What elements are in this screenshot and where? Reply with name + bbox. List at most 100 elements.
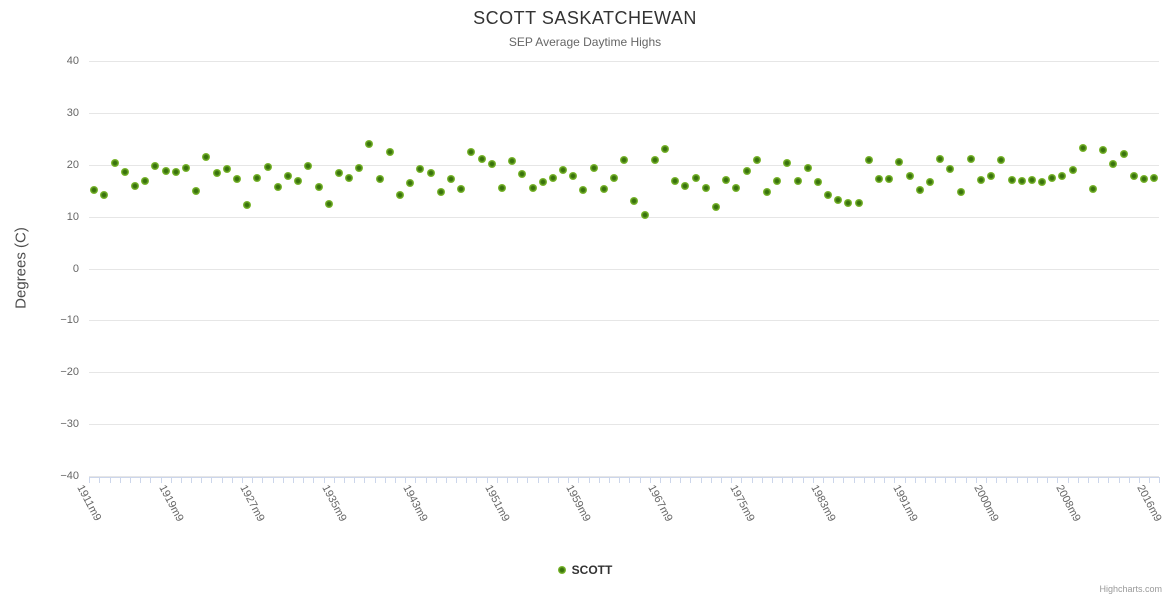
data-point[interactable] [610,173,619,182]
data-point[interactable] [314,183,323,192]
data-point[interactable] [406,178,415,187]
data-point[interactable] [925,178,934,187]
data-point[interactable] [987,172,996,181]
data-point[interactable] [885,175,894,184]
data-point[interactable] [589,163,598,172]
data-point[interactable] [1017,177,1026,186]
data-point[interactable] [345,173,354,182]
data-point[interactable] [559,166,568,175]
data-point[interactable] [141,177,150,186]
data-point[interactable] [1109,160,1118,169]
data-point[interactable] [375,174,384,183]
data-point[interactable] [671,177,680,186]
data-point[interactable] [691,173,700,182]
data-point[interactable] [222,165,231,174]
data-point[interactable] [936,154,945,163]
data-point[interactable] [324,199,333,208]
data-point[interactable] [1038,178,1047,187]
data-point[interactable] [294,176,303,185]
data-point[interactable] [334,169,343,178]
data-point[interactable] [630,196,639,205]
legend-item-scott[interactable]: SCOTT [557,563,612,577]
data-point[interactable] [1129,172,1138,181]
data-point[interactable] [752,156,761,165]
data-point[interactable] [1140,175,1148,184]
data-point[interactable] [722,176,731,185]
data-point[interactable] [487,160,496,169]
data-point[interactable] [446,175,455,184]
data-point[interactable] [875,175,884,184]
data-point[interactable] [518,169,527,178]
data-point[interactable] [946,164,955,173]
data-point[interactable] [232,175,241,184]
data-point[interactable] [538,177,547,186]
data-point[interactable] [477,155,486,164]
data-point[interactable] [844,198,853,207]
data-point[interactable] [416,165,425,174]
data-point[interactable] [304,162,313,171]
data-point[interactable] [599,185,608,194]
data-point[interactable] [915,185,924,194]
data-point[interactable] [131,181,140,190]
data-point[interactable] [436,187,445,196]
data-point[interactable] [773,177,782,186]
data-point[interactable] [253,173,262,182]
data-point[interactable] [1027,176,1036,185]
data-point[interactable] [661,145,670,154]
data-point[interactable] [497,184,506,193]
data-point[interactable] [100,191,109,200]
data-point[interactable] [742,166,751,175]
highcharts-credit[interactable]: Highcharts.com [1099,584,1162,594]
data-point[interactable] [396,191,405,200]
data-point[interactable] [182,164,191,173]
data-point[interactable] [976,176,985,185]
data-point[interactable] [620,155,629,164]
data-point[interactable] [212,169,221,178]
data-point[interactable] [243,201,252,210]
data-point[interactable] [813,178,822,187]
data-point[interactable] [864,156,873,165]
data-point[interactable] [681,181,690,190]
data-point[interactable] [732,184,741,193]
data-point[interactable] [640,210,649,219]
data-point[interactable] [1099,146,1108,155]
data-point[interactable] [1089,185,1098,194]
data-point[interactable] [1150,173,1159,182]
data-point[interactable] [997,156,1006,165]
data-point[interactable] [1119,150,1128,159]
data-point[interactable] [385,147,394,156]
data-point[interactable] [202,152,211,161]
data-point[interactable] [467,148,476,157]
data-point[interactable] [824,191,833,200]
data-point[interactable] [966,154,975,163]
data-point[interactable] [548,173,557,182]
data-point[interactable] [711,202,720,211]
data-point[interactable] [192,186,201,195]
data-point[interactable] [161,166,170,175]
data-point[interactable] [120,168,129,176]
data-point[interactable] [283,172,292,181]
data-point[interactable] [650,156,659,165]
data-point[interactable] [956,187,965,196]
data-point[interactable] [803,164,812,173]
data-point[interactable] [355,164,364,173]
data-point[interactable] [426,169,435,178]
data-point[interactable] [508,156,517,165]
data-point[interactable] [762,188,771,197]
data-point[interactable] [1078,143,1087,152]
data-point[interactable] [365,140,374,148]
data-point[interactable] [905,171,914,180]
data-point[interactable] [834,195,843,204]
data-point[interactable] [1048,173,1057,182]
data-point[interactable] [90,185,99,194]
data-point[interactable] [1007,176,1016,185]
data-point[interactable] [263,163,272,172]
data-point[interactable] [854,198,863,207]
data-point[interactable] [701,184,710,193]
data-point[interactable] [110,158,119,167]
data-point[interactable] [783,158,792,167]
data-point[interactable] [273,183,282,192]
data-point[interactable] [528,184,537,193]
data-point[interactable] [1068,166,1077,175]
data-point[interactable] [1058,172,1067,181]
